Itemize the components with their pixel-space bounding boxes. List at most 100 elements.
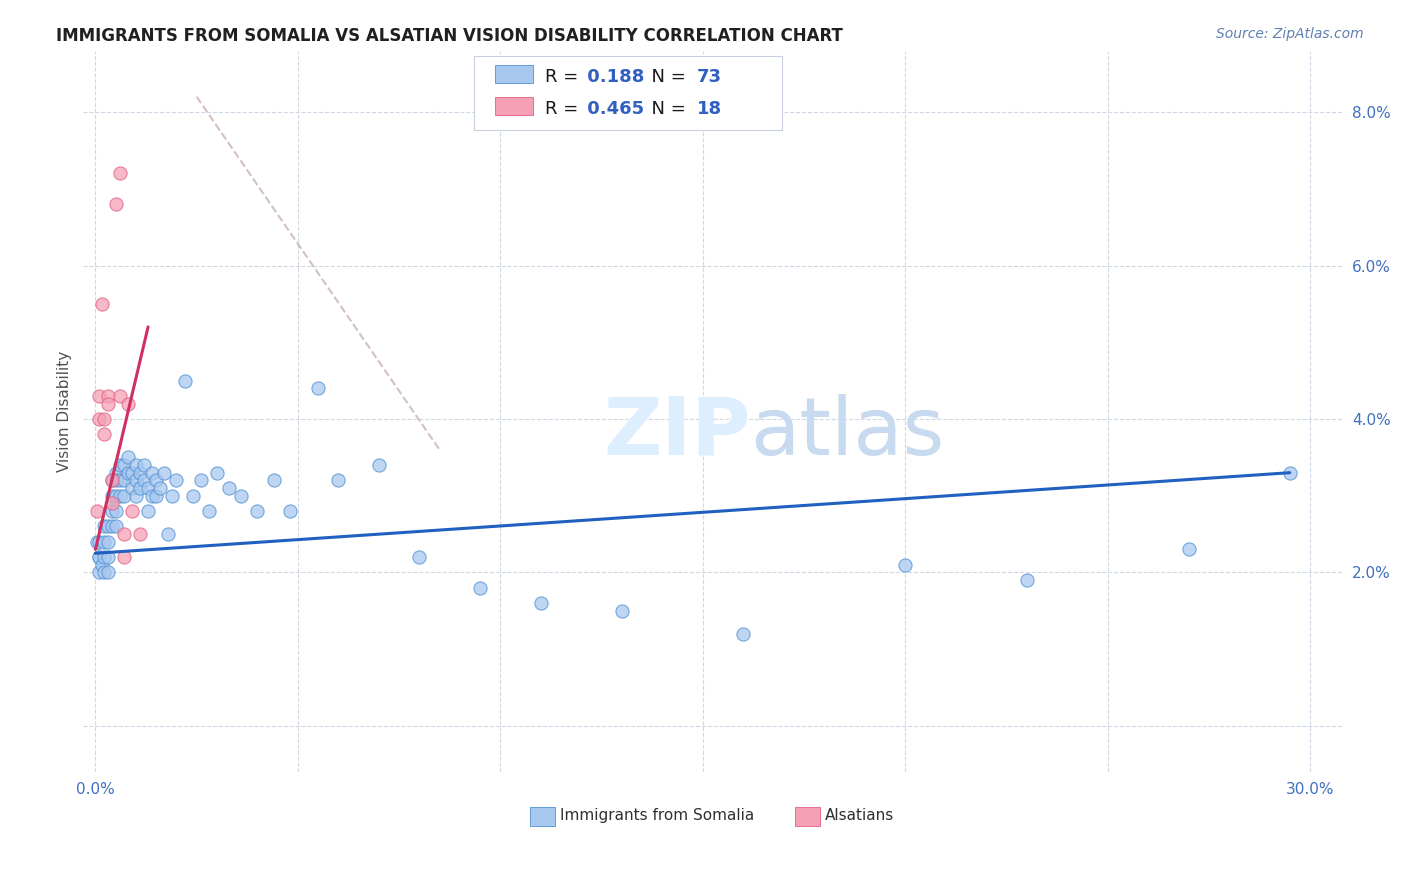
Point [468, 581, 491, 595]
Point [136, 481, 159, 495]
Point [307, 381, 329, 395]
Point [100, 519, 122, 533]
Text: Alsatians: Alsatians [825, 808, 894, 823]
Point [90, 558, 112, 572]
Text: N =: N = [640, 69, 692, 87]
Point [132, 474, 155, 488]
Point [149, 481, 172, 495]
Point [367, 458, 389, 472]
Point [93, 534, 115, 549]
Point [117, 397, 139, 411]
Point [90, 297, 112, 311]
Point [112, 474, 135, 488]
Point [112, 527, 135, 541]
Point [93, 519, 115, 533]
Bar [530, 807, 555, 826]
Point [125, 474, 148, 488]
Point [173, 374, 195, 388]
Text: atlas: atlas [751, 394, 945, 472]
Point [108, 474, 131, 488]
Point [97, 397, 120, 411]
Point [121, 466, 143, 480]
Point [108, 389, 131, 403]
Point [894, 558, 917, 572]
Point [104, 504, 127, 518]
Point [157, 527, 180, 541]
Point [100, 496, 122, 510]
Point [145, 474, 167, 488]
Point [198, 504, 221, 518]
Point [129, 481, 152, 495]
Point [328, 474, 350, 488]
Point [100, 504, 122, 518]
Point [129, 527, 152, 541]
Point [121, 504, 143, 518]
Point [104, 519, 127, 533]
Point [205, 466, 228, 480]
Point [181, 489, 204, 503]
Point [190, 474, 212, 488]
Point [108, 489, 131, 503]
Point [162, 489, 184, 503]
Text: 0.465: 0.465 [581, 100, 644, 118]
Point [408, 550, 430, 565]
Point [89, 412, 111, 426]
Point [93, 550, 115, 565]
Point [246, 504, 269, 518]
Point [610, 604, 633, 618]
Bar [495, 97, 533, 115]
Point [112, 550, 135, 565]
Text: 73: 73 [696, 69, 721, 87]
Point [97, 550, 120, 565]
Text: R =: R = [546, 69, 585, 87]
Point [117, 466, 139, 480]
Point [89, 566, 111, 580]
Point [733, 627, 755, 641]
Text: Immigrants from Somalia: Immigrants from Somalia [561, 808, 755, 823]
Point [1015, 573, 1038, 587]
Bar [794, 807, 820, 826]
Point [112, 458, 135, 472]
Point [125, 458, 148, 472]
Point [104, 466, 127, 480]
Text: 0.188: 0.188 [581, 69, 644, 87]
Point [117, 450, 139, 465]
Point [153, 466, 176, 480]
Point [108, 458, 131, 472]
Point [141, 466, 163, 480]
Text: 18: 18 [696, 100, 721, 118]
Text: IMMIGRANTS FROM SOMALIA VS ALSATIAN VISION DISABILITY CORRELATION CHART: IMMIGRANTS FROM SOMALIA VS ALSATIAN VISI… [56, 27, 844, 45]
Point [145, 489, 167, 503]
Point [93, 427, 115, 442]
Point [97, 566, 120, 580]
Point [97, 389, 120, 403]
Point [100, 474, 122, 488]
Point [93, 566, 115, 580]
Point [112, 489, 135, 503]
Point [97, 519, 120, 533]
Y-axis label: Vision Disability: Vision Disability [58, 351, 72, 472]
Point [129, 466, 152, 480]
Point [136, 504, 159, 518]
Point [263, 474, 285, 488]
FancyBboxPatch shape [474, 56, 782, 130]
Point [104, 474, 127, 488]
Point [97, 534, 120, 549]
Point [104, 197, 127, 211]
Text: N =: N = [640, 100, 692, 118]
Point [132, 458, 155, 472]
Point [86, 504, 108, 518]
Point [100, 474, 122, 488]
Point [89, 534, 111, 549]
Point [108, 166, 131, 180]
Text: R =: R = [546, 100, 585, 118]
Text: Source: ZipAtlas.com: Source: ZipAtlas.com [1216, 27, 1364, 41]
Point [1278, 466, 1301, 480]
Point [278, 504, 301, 518]
Point [89, 550, 111, 565]
Point [530, 596, 553, 610]
Point [104, 489, 127, 503]
Point [86, 534, 108, 549]
Point [141, 489, 163, 503]
Point [100, 489, 122, 503]
